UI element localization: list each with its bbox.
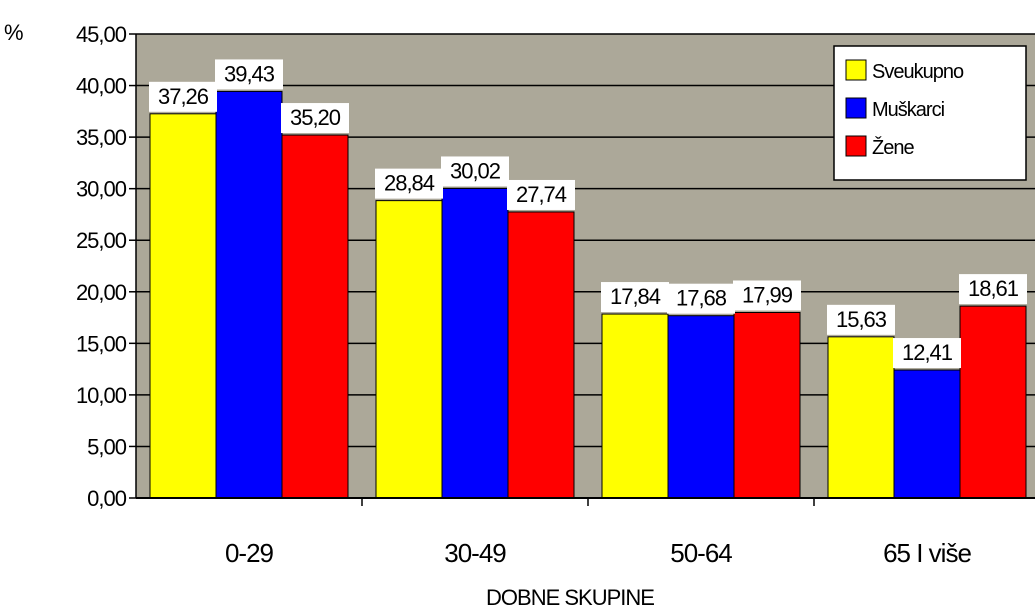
bar (375, 200, 443, 499)
x-category-label: 0-29 (225, 538, 274, 568)
data-label: 17,68 (676, 286, 727, 311)
y-tick-label: 40,00 (76, 74, 127, 99)
y-unit-label: % (4, 20, 23, 45)
bar (959, 305, 1027, 499)
y-tick-label: 10,00 (76, 383, 127, 408)
legend-label: Žene (872, 136, 914, 159)
legend-label: Sveukupno (872, 61, 964, 83)
bar (733, 312, 801, 499)
bar-group (149, 90, 1027, 499)
y-tick-label: 15,00 (76, 331, 127, 356)
x-category-label: 50-64 (670, 538, 732, 568)
data-label: 17,84 (610, 284, 661, 309)
data-label-bg (375, 168, 443, 199)
y-tick-label: 0,00 (87, 486, 127, 511)
bar (441, 187, 509, 499)
bar (507, 211, 575, 499)
bar (827, 336, 895, 499)
data-label: 35,20 (290, 105, 341, 130)
data-label: 30,02 (450, 158, 501, 183)
data-label-bg (281, 103, 349, 134)
legend-swatch (845, 59, 867, 81)
bar (667, 315, 735, 499)
data-label: 39,43 (224, 61, 275, 86)
data-label-bg (149, 81, 217, 112)
y-tick-label: 25,00 (76, 228, 127, 253)
data-label: 28,84 (384, 171, 435, 196)
data-label-bg (959, 274, 1027, 305)
x-axis-title: DOBNE SKUPINE (486, 585, 654, 610)
bar (893, 369, 961, 499)
y-tick-label: 20,00 (76, 280, 127, 305)
x-category-label: 65 I više (883, 538, 971, 568)
data-label-bg (601, 282, 669, 313)
data-label-bg (441, 156, 509, 187)
y-tick-label: 45,00 (76, 22, 127, 47)
legend-swatch (845, 97, 867, 119)
data-label: 12,41 (902, 340, 953, 365)
bar (281, 134, 349, 499)
bar (149, 113, 217, 499)
data-label: 15,63 (836, 307, 887, 332)
data-label: 37,26 (158, 84, 209, 109)
y-tick-label: 35,00 (76, 125, 127, 150)
x-category-label: 30-49 (444, 538, 506, 568)
bar (215, 90, 283, 499)
y-tick-label: 30,00 (76, 177, 127, 202)
data-label-bg (215, 59, 283, 90)
legend: Sveukupno Muškarci Žene (833, 45, 1027, 181)
data-label-bg (733, 280, 801, 311)
data-label: 27,74 (516, 182, 567, 207)
legend-swatch (845, 135, 867, 157)
legend-label: Muškarci (872, 99, 945, 121)
x-axis: 0-29 30-49 50-64 65 I više (136, 497, 1035, 568)
data-label-bg (667, 283, 735, 314)
y-axis: 0,00 5,00 10,00 15,00 20,00 25,00 30,00 35,00 40… (76, 22, 137, 511)
data-label-bg (893, 338, 961, 369)
bar (601, 313, 669, 499)
data-label: 17,99 (742, 283, 793, 308)
data-labels: 37,26 39,43 35,20 28,84 30,02 27,74 17,84 17,68… (149, 59, 1027, 369)
data-label-bg (507, 179, 575, 210)
data-label-bg (827, 304, 895, 335)
data-label: 18,61 (968, 276, 1019, 301)
y-tick-label: 5,00 (87, 434, 127, 459)
